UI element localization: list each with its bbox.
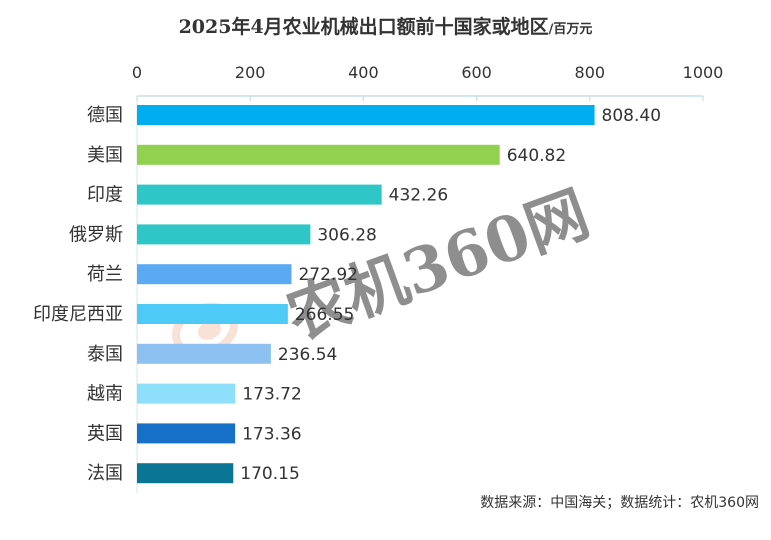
x-tick-label: 600	[461, 63, 492, 82]
bar	[137, 343, 271, 364]
value-label: 640.82	[507, 146, 566, 166]
category-label: 泰国	[87, 344, 123, 365]
bar	[137, 144, 500, 165]
value-label: 170.15	[240, 464, 299, 484]
value-label: 808.40	[602, 106, 661, 126]
value-label: 306.28	[317, 225, 376, 245]
category-label: 法国	[87, 463, 123, 484]
category-label: 英国	[87, 423, 123, 444]
category-label: 俄罗斯	[69, 224, 123, 245]
x-tick-label: 1000	[683, 63, 724, 82]
value-label: 266.55	[295, 305, 354, 325]
chart-unit-label: /百万元	[548, 22, 593, 37]
category-label: 美国	[87, 145, 123, 166]
x-tick-label: 0	[132, 63, 142, 82]
bar	[137, 224, 311, 245]
labels: 德国 808.40 美国 640.82 印度 432.26 俄罗斯 306.28 荷兰 272.9…	[33, 105, 661, 484]
watermark-logo-dot-icon	[197, 320, 222, 340]
chart-title-text: 2025年4月农业机械出口额前十国家或地区	[178, 16, 549, 38]
bar	[137, 304, 288, 324]
bars	[137, 105, 595, 484]
category-label: 印度尼西亚	[33, 304, 123, 325]
x-tick-label: 800	[575, 63, 606, 82]
value-label: 173.36	[242, 424, 301, 444]
category-label: 德国	[87, 105, 123, 126]
category-label: 越南	[87, 384, 123, 405]
chart-title: 2025年4月农业机械出口额前十国家或地区/百万元	[0, 12, 771, 39]
category-label: 印度	[87, 185, 123, 206]
bar	[137, 264, 292, 285]
x-tick-label: 200	[235, 63, 266, 82]
bar	[137, 105, 595, 125]
bar	[137, 383, 236, 404]
value-label: 173.72	[242, 385, 301, 405]
bar	[137, 463, 234, 484]
bar	[137, 423, 236, 444]
category-label: 荷兰	[87, 264, 123, 285]
x-tick-label: 400	[348, 63, 379, 82]
value-label: 432.26	[389, 186, 448, 206]
value-label: 236.54	[278, 345, 337, 365]
source-note: 数据来源：中国海关；数据统计：农机360网	[480, 495, 759, 511]
value-label: 272.92	[298, 265, 357, 285]
bar	[137, 184, 382, 205]
